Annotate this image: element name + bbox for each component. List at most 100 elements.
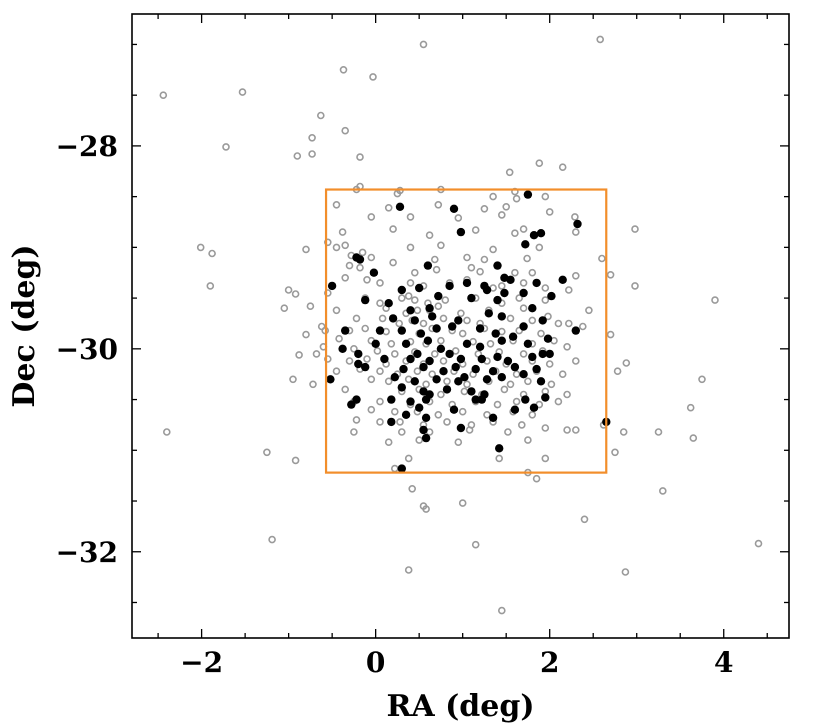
hollow-point (238, 88, 247, 96)
hollow-point (439, 314, 448, 323)
filled-point (497, 336, 506, 345)
filled-point (467, 387, 476, 396)
hollow-point (302, 330, 310, 339)
hollow-point (547, 380, 556, 389)
filled-point (401, 339, 411, 348)
filled-point (503, 356, 513, 366)
hollow-point (564, 286, 573, 294)
hollow-point (291, 290, 300, 298)
hollow-point (631, 225, 639, 233)
hollow-point (686, 403, 695, 412)
hollow-point (376, 367, 384, 376)
hollow-point (415, 436, 424, 444)
filled-point (432, 375, 441, 384)
hollow-point (434, 201, 443, 209)
hollow-point (596, 35, 605, 44)
filled-point (423, 261, 433, 270)
filled-point (384, 299, 393, 308)
hollow-point (523, 254, 531, 263)
hollow-point (544, 312, 552, 321)
filled-point (410, 316, 419, 325)
hollow-point (537, 329, 545, 338)
hollow-point (422, 380, 430, 389)
hollow-point (306, 302, 315, 311)
y-tick-label: −30 (56, 333, 118, 366)
hollow-point (489, 245, 497, 254)
hollow-point (545, 208, 554, 216)
hollow-point (585, 306, 593, 315)
hollow-point (541, 192, 550, 201)
hollow-point (332, 201, 341, 209)
hollow-point (406, 213, 415, 221)
hollow-point (308, 134, 316, 142)
filled-point (573, 219, 582, 229)
hollow-point (519, 279, 528, 287)
hollow-point (387, 339, 396, 348)
filled-point (432, 324, 441, 333)
hollow-point (384, 204, 393, 212)
filled-point (425, 356, 434, 366)
filled-point (508, 332, 518, 341)
hollow-point (457, 309, 465, 318)
hollow-point (451, 347, 460, 355)
filled-point (416, 329, 426, 338)
hollow-point (524, 436, 532, 444)
filled-point (523, 339, 533, 348)
hollow-point (613, 367, 622, 376)
filled-point (493, 261, 502, 270)
filled-point (528, 352, 537, 362)
filled-point (406, 354, 415, 364)
hollow-point (406, 279, 415, 287)
hollow-point (495, 454, 504, 463)
hollow-point (458, 407, 467, 416)
filled-point (506, 275, 515, 284)
hollow-point (389, 225, 397, 233)
hollow-point (404, 566, 413, 574)
hollow-point (395, 319, 404, 328)
filled-point (497, 373, 506, 382)
hollow-point (280, 304, 289, 313)
hollow-point (376, 299, 384, 308)
hollow-point (631, 282, 639, 290)
filled-point (421, 395, 431, 404)
filled-point (475, 342, 485, 351)
hollow-point (471, 226, 480, 234)
hollow-point (519, 350, 528, 358)
hollow-point (497, 606, 506, 615)
hollow-point (598, 254, 606, 263)
hollow-point (463, 380, 471, 389)
hollow-point (454, 438, 463, 447)
hollow-point (654, 428, 663, 436)
filled-point (415, 283, 424, 293)
filled-point (510, 405, 520, 414)
filled-point (482, 375, 492, 384)
hollow-point (515, 326, 524, 335)
filled-point (419, 425, 428, 435)
filled-point (538, 349, 547, 359)
y-tick-label: −32 (56, 536, 118, 569)
hollow-point (580, 515, 589, 524)
filled-point (338, 344, 347, 353)
hollow-point (493, 400, 502, 409)
filled-point (428, 312, 437, 321)
hollow-point (524, 377, 532, 386)
hollow-point (356, 263, 364, 272)
filled-point (545, 349, 554, 359)
hollow-point (422, 505, 430, 513)
filled-point (397, 285, 406, 295)
filled-point (397, 464, 406, 473)
hollow-point (563, 390, 571, 399)
hollow-point (606, 330, 615, 339)
hollow-point (606, 270, 615, 279)
hollow-point (376, 279, 384, 287)
filled-point (456, 227, 466, 237)
hollow-point (463, 316, 471, 325)
hollow-point (406, 243, 415, 252)
hollow-point (295, 351, 303, 359)
hollow-point (434, 302, 443, 311)
filled-point (456, 354, 466, 364)
plot-frame (131, 13, 790, 639)
filled-point (341, 326, 350, 335)
hollow-point (268, 535, 276, 544)
x-tick-label: 0 (366, 646, 385, 679)
